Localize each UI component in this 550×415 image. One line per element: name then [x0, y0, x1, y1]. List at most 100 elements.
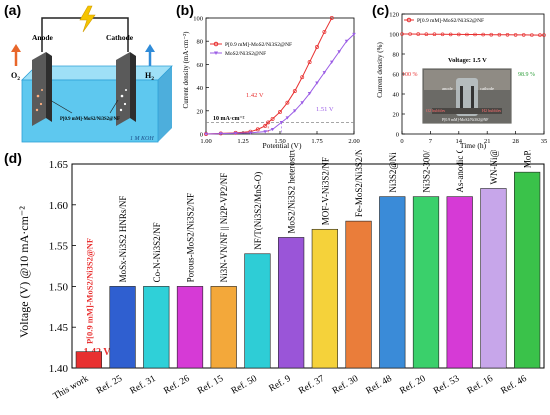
panel-b-ytick-label: 0 [200, 132, 203, 139]
panel-c-ytick-label: 40 [393, 92, 400, 99]
panel-b-point [300, 75, 305, 80]
panel-b-xtick-label: 1.75 [311, 138, 322, 145]
panel-d-bar-chart: Voltage (V) @10 mA·cm⁻² 1.42 V 1.401.451… [17, 150, 545, 402]
photo-label-anode: anode [442, 86, 453, 91]
panel-c-point [542, 33, 546, 37]
panel-b-annotation-v1: 1.42 V [246, 92, 264, 99]
panel-b-point [330, 60, 334, 64]
photo-label-cathode: cathode [480, 86, 494, 91]
o2-bubbles [35, 89, 43, 112]
panel-b-xtick-label: 1.25 [237, 138, 248, 145]
panel-d-bar [244, 253, 271, 369]
panel-b-ytick-label: 60 [197, 62, 204, 69]
panel-d-bar [514, 171, 541, 369]
panel-c-ytick-label: 20 [393, 112, 400, 119]
panel-d-bar-label: Fe-MoS2/Ni3S2/NF-2 [354, 150, 364, 217]
panel-b-point [315, 45, 319, 49]
panel-d-xtick-label: Ref. 50 [229, 373, 259, 397]
panel-c-point [489, 32, 494, 37]
panel-d-bar [210, 286, 237, 369]
o2-label: O2 [11, 71, 20, 82]
photo-label-sample: P[0.9 mM]-MoS2/Ni3S2@NF [442, 118, 488, 122]
panel-c-ytick-label: 0 [396, 132, 399, 139]
panel-b-xtick-label: 2.00 [348, 138, 359, 145]
panel-b-point [344, 39, 349, 43]
panel-c-point [481, 32, 485, 37]
panel-d-bar [446, 196, 473, 369]
panel-b-point [285, 100, 290, 105]
panel-c-label: (c) [372, 2, 390, 18]
panel-c-point [457, 32, 461, 37]
panel-b-legend-1: P[0.9 mM]-MoS2/Ni3S2@NF [225, 42, 292, 48]
panel-c-point [432, 32, 437, 37]
panel-b-point [307, 92, 312, 96]
panel-d-xtick-label: Ref. 37 [297, 373, 327, 397]
panel-c-voltage: Voltage: 1.5 V [448, 57, 487, 64]
panel-b-ytick-label: 40 [197, 85, 204, 92]
panel-b-point [292, 89, 297, 94]
panel-b-annotation-ref: 10 mA·cm⁻² [213, 116, 245, 122]
panel-c-point [400, 32, 404, 36]
panel-d-xtick-label: Ref. 31 [128, 373, 158, 397]
panel-d-bar-label: MoS2/Ni3S2 heterostructures [287, 150, 297, 233]
panel-b-point [270, 127, 275, 132]
panel-c-point [416, 32, 421, 36]
panel-b-legend: P[0.9 mM]-MoS2/Ni3S2@NF MoS2/Ni3S2@NF [210, 41, 292, 57]
panel-d-xtick-label: Ref. 46 [499, 373, 529, 397]
panel-d-bar [412, 196, 440, 369]
panel-d-bar [143, 286, 170, 369]
panel-b-xtick-label: 1.00 [200, 138, 211, 145]
panel-b-point [248, 131, 253, 135]
panel-d-bar-label: NF/T(Ni3S2/MnS-O) [253, 172, 263, 250]
panel-d-bar [379, 196, 406, 369]
panel-d-ytick-label: 1.55 [49, 241, 69, 253]
panel-d-xtick-label: Ref. 30 [330, 373, 360, 397]
panel-d-frame [71, 163, 545, 369]
cathode-electrode [116, 52, 136, 126]
panel-c-point [408, 32, 412, 36]
panel-d-xtick-label: Ref. 53 [431, 373, 461, 397]
electrode-material-label: P[0.9 mM]-MoS2/Ni3S2@NF [60, 117, 120, 122]
panel-b-point [255, 127, 260, 132]
photo-label-h2: H2 bubbles [482, 108, 502, 113]
o2-arrow [11, 44, 21, 66]
panel-b-point [322, 29, 327, 34]
panel-d-bar [75, 351, 102, 369]
panel-d-bar [311, 228, 338, 369]
panel-c-end-pct: 98.9 % [518, 72, 535, 78]
panel-d-bar-label: WN-Ni@N,P-CNT [489, 150, 499, 184]
panel-d-xtick-label: Ref. 9 [267, 373, 293, 394]
panel-c-point [505, 32, 510, 37]
power-bolt-icon [79, 5, 96, 33]
panel-b-annotation-v2: 1.51 V [316, 106, 334, 113]
panel-c-photo-inset: anode cathode O2 bubbles H2 bubbles P[0.… [421, 67, 513, 125]
panel-b-point [263, 130, 267, 134]
panel-c-point [465, 32, 469, 37]
panel-b-ytick-label: 20 [197, 108, 204, 115]
panel-d-bar [480, 188, 507, 369]
panel-d-bar [109, 286, 136, 369]
panel-b-point [270, 116, 275, 121]
panel-b-point [219, 132, 223, 136]
panel-b-xtick-label: 1.50 [274, 138, 285, 145]
panel-c-xtick-label: 28 [512, 138, 519, 145]
tank-right-face [158, 66, 172, 142]
panel-c-ytick-label: 80 [393, 52, 400, 59]
panel-d-xtick-label: Ref. 25 [94, 373, 124, 397]
panel-b-point [233, 131, 238, 136]
panel-c-legend-1: P[0.9 mM]-MoS2/Ni3S2@NF [417, 18, 484, 24]
panel-d-bar [278, 237, 305, 369]
panel-d-xtick-label: Ref. 26 [162, 373, 192, 397]
panel-a-label: (a) [4, 2, 22, 18]
panel-c-xtick-label: 0 [400, 138, 403, 145]
panel-d-ytick-label: 1.50 [49, 281, 69, 293]
panel-c-point [530, 33, 534, 37]
panel-c-stability-chart: Current density (%) Time (h) P[0.9 mM]-M… [376, 12, 547, 151]
panel-d-xtick-label: This work [52, 374, 91, 402]
panel-c-point [448, 32, 453, 37]
anode-electrode [32, 52, 52, 126]
panel-d-bar-label: P[0.9 mM]-MoS2/Ni3S2@NF [84, 238, 94, 344]
panel-c-xtick-label: 7 [429, 138, 433, 145]
panel-a-schematic: Anode Cathode O2 H2 P[0.9 mM]-MoS2/Ni3S2… [11, 5, 173, 143]
panel-c-point [538, 33, 542, 37]
